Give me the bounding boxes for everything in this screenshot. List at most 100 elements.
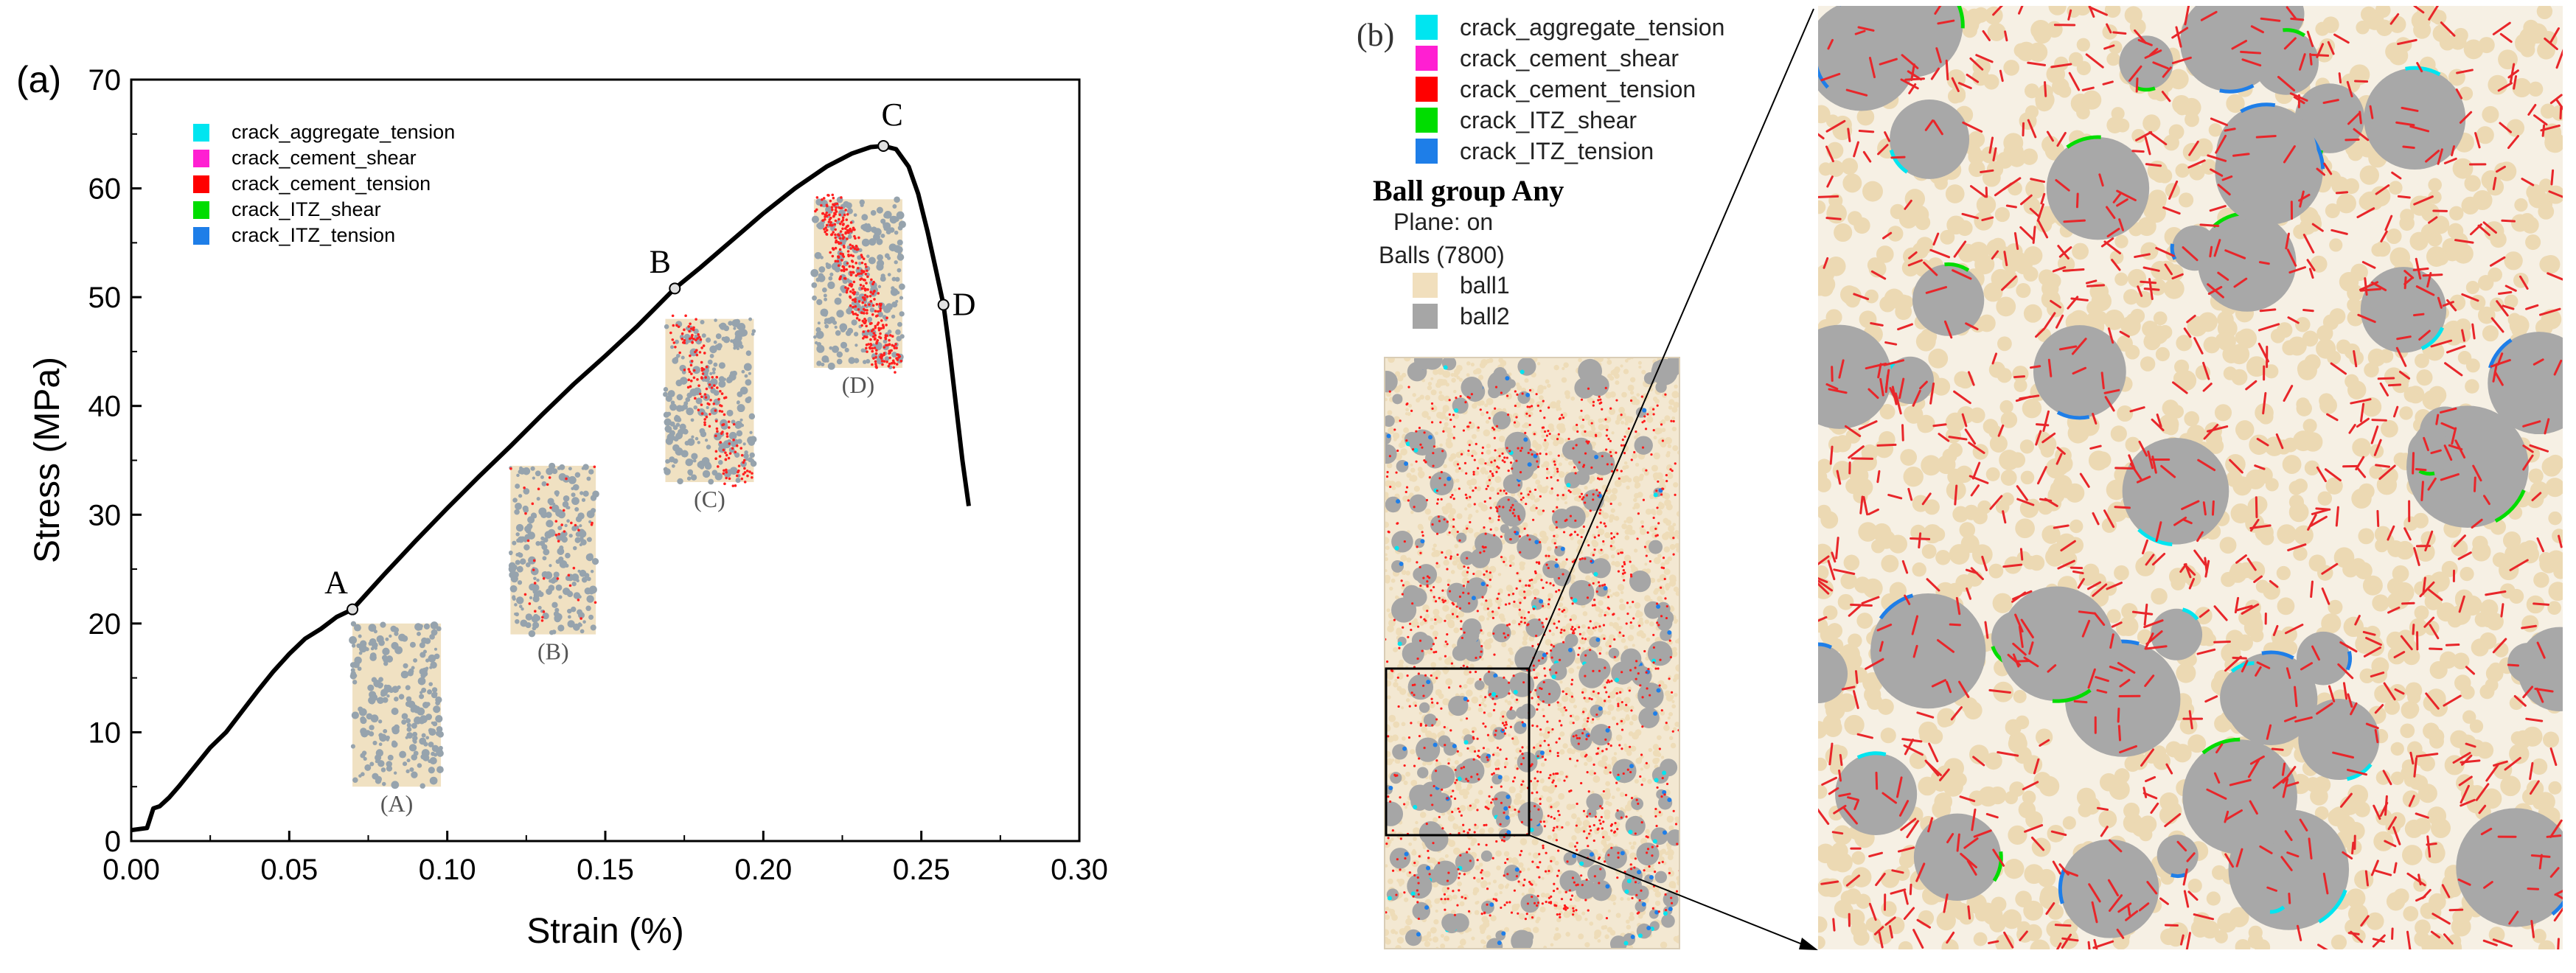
inset-particle	[430, 777, 438, 785]
itz-crack	[1497, 941, 1502, 945]
inset-particle	[389, 635, 391, 638]
inset-crack	[842, 223, 845, 226]
aggregate-crack	[1514, 690, 1518, 694]
cement-crack	[1542, 509, 1545, 512]
inset-particle	[531, 467, 535, 471]
inset-particle	[588, 615, 593, 620]
inset-crack	[868, 303, 871, 306]
inset-particle	[750, 436, 756, 442]
cement-crack	[1741, 840, 1743, 842]
cement-crack	[1607, 596, 1609, 598]
inset-particle	[748, 372, 751, 375]
inset-particle	[510, 585, 518, 593]
cement-crack	[1621, 747, 1623, 750]
cement-particle	[1559, 731, 1564, 736]
inset-crack	[874, 360, 877, 363]
inset-crack	[837, 260, 840, 263]
cement-particle	[1444, 935, 1449, 941]
cement-crack	[1610, 847, 1612, 849]
inset-crack	[579, 617, 582, 620]
inset-particle	[589, 586, 597, 594]
cement-crack	[1412, 684, 1414, 686]
inset-particle	[566, 519, 570, 523]
inset-particle	[816, 360, 821, 366]
aggregate-crack	[1491, 692, 1496, 697]
cement-crack	[1574, 531, 1576, 533]
aggregate-crack	[1573, 598, 1578, 602]
cement-particle	[1496, 759, 1500, 764]
cement-crack	[1419, 640, 1421, 642]
inset-crack	[829, 221, 832, 224]
inset-crack	[737, 471, 739, 474]
cement-particle	[1612, 756, 1617, 761]
cement-crack	[1662, 777, 1664, 779]
cement-crack	[1409, 623, 1411, 625]
inset-particle	[870, 307, 875, 313]
inset-particle	[737, 347, 739, 350]
inset-crack	[573, 567, 576, 570]
aggregate-particle	[1441, 913, 1460, 932]
inset-particle	[515, 484, 520, 489]
inset-particle	[529, 584, 536, 591]
aggregate-crack	[1414, 448, 1418, 453]
cement-particle	[1413, 393, 1416, 397]
inset-particle	[586, 595, 593, 602]
cement-particle	[1521, 916, 1524, 919]
inset-crack	[849, 247, 852, 250]
cement-crack	[1573, 722, 1575, 724]
inset-crack	[719, 410, 722, 413]
inset-particle	[431, 692, 437, 698]
cement-crack	[1416, 561, 1418, 563]
cement-crack	[1692, 506, 1694, 509]
cement-particle	[1527, 868, 1530, 871]
cement-particle	[1615, 626, 1621, 632]
cement-crack	[1553, 623, 1556, 625]
cement-particle	[1586, 756, 1592, 762]
cement-particle	[1445, 678, 1452, 686]
cement-particle	[1554, 861, 1559, 865]
inset-crack	[821, 198, 824, 201]
inset-crack	[702, 372, 705, 375]
cement-particle	[1556, 918, 1561, 922]
inset-particle	[428, 655, 436, 663]
cement-crack	[1367, 714, 1369, 716]
cement-particle	[1559, 426, 1566, 433]
cement-crack	[1505, 721, 1507, 723]
cement-particle	[1466, 689, 1473, 697]
itz-crack	[1598, 706, 1603, 711]
cement-crack	[1482, 447, 1484, 449]
cement-particle	[1614, 591, 1619, 596]
cement-particle	[1453, 848, 1461, 855]
cement-particle	[1532, 786, 1536, 790]
cement-particle	[1511, 857, 1518, 864]
cement-particle	[1454, 489, 1457, 492]
aggregate-particle	[1422, 796, 1437, 811]
legend-label: crack_ITZ_tension	[1460, 138, 1654, 164]
inset-particle	[523, 507, 529, 512]
cement-crack	[1440, 708, 1442, 710]
cement-particle	[1615, 480, 1622, 487]
cement-crack	[1422, 685, 1424, 687]
inset-crack	[700, 403, 703, 406]
cement-crack	[1481, 913, 1483, 915]
cement-particle	[1433, 621, 1437, 625]
itz-crack	[1503, 806, 1508, 811]
cement-particle	[1451, 378, 1456, 383]
cement-particle	[1439, 444, 1443, 447]
inset-crack	[864, 288, 867, 291]
cement-particle	[1430, 625, 1434, 630]
cement-crack	[1581, 637, 1584, 639]
cement-particle	[1634, 503, 1640, 509]
inset-particle	[423, 650, 427, 654]
cement-particle	[1537, 362, 1540, 365]
cement-crack	[1419, 444, 1421, 446]
cement-particle	[1541, 893, 1546, 898]
cement-particle	[1626, 924, 1632, 930]
cement-crack	[1601, 816, 1603, 818]
inset-crack	[834, 229, 837, 231]
chart-legend: crack_aggregate_tensioncrack_cement_shea…	[193, 121, 455, 246]
inset-particle	[664, 468, 670, 475]
cement-crack	[1558, 455, 1560, 457]
inset-(C): (C)	[663, 315, 756, 512]
